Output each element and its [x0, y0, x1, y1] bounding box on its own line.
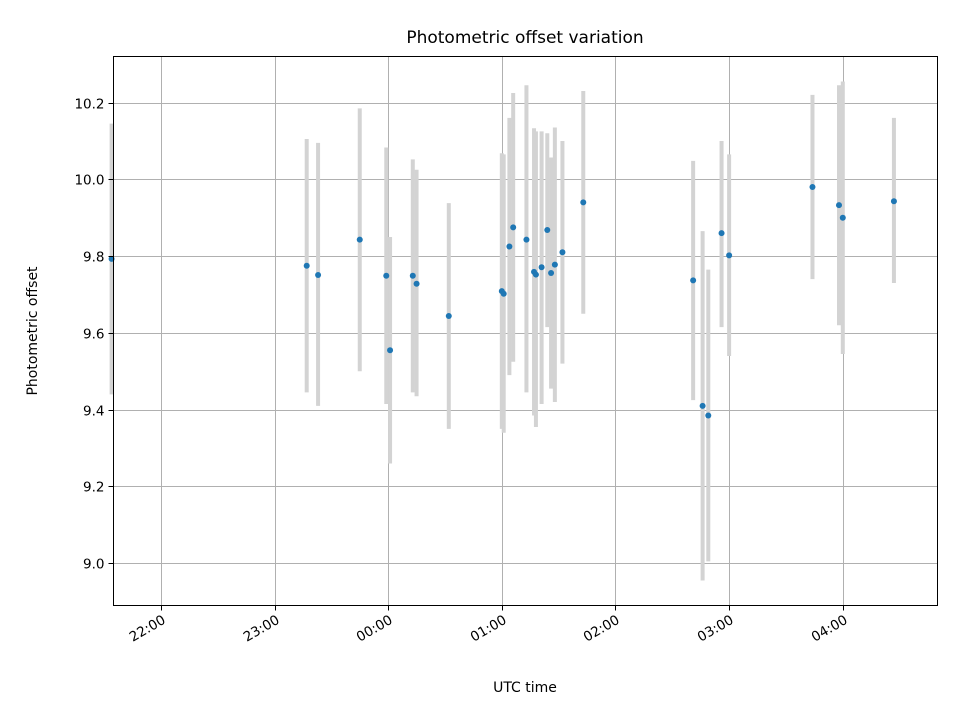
data-point [413, 280, 420, 287]
data-point [580, 199, 587, 206]
x-axis-label: UTC time [493, 680, 557, 696]
data-point [718, 230, 725, 237]
data-point [445, 313, 452, 320]
data-point [387, 347, 394, 354]
data-point [315, 271, 322, 278]
y-tick-label: 9.6 [83, 327, 104, 343]
data-point [839, 214, 846, 221]
y-axis-label: Photometric offset [25, 266, 41, 396]
x-tick-label: 03:00 [695, 612, 737, 645]
data-point [835, 202, 842, 209]
x-axis: 22:00 23:00 00:00 01:00 02:00 03:00 04:00 [127, 605, 851, 645]
x-tick-label: 02:00 [581, 612, 623, 645]
y-tick-label: 9.0 [83, 557, 104, 573]
data-point [809, 184, 816, 191]
data-point [699, 402, 706, 409]
x-tick-label: 22:00 [127, 612, 169, 645]
data-point [303, 262, 310, 269]
x-tick-label: 23:00 [241, 612, 283, 645]
y-axis: 9.0 9.2 9.4 9.6 9.8 10.0 10.2 [74, 97, 114, 573]
y-tick-label: 9.8 [83, 250, 104, 266]
y-tick-label: 9.4 [83, 404, 104, 420]
x-tick-label: 04:00 [809, 612, 851, 645]
y-tick-label: 10.2 [74, 97, 104, 113]
data-point [544, 227, 551, 234]
data-point [500, 290, 507, 297]
data-point [705, 412, 712, 419]
x-tick-label: 00:00 [354, 612, 396, 645]
data-point [559, 249, 566, 256]
data-point [532, 271, 539, 278]
data-point [538, 264, 545, 271]
data-point [548, 270, 555, 277]
data-point [890, 198, 897, 205]
chart-title: Photometric offset variation [406, 28, 643, 48]
data-point [726, 252, 733, 259]
y-tick-label: 9.2 [83, 480, 104, 496]
y-tick-label: 10.0 [74, 173, 104, 189]
data-point [551, 261, 558, 268]
data-point [383, 272, 390, 279]
data-point [510, 224, 517, 231]
data-point [690, 277, 697, 284]
x-tick-label: 01:00 [468, 612, 510, 645]
data-point [523, 236, 530, 243]
plot-frame [113, 56, 938, 606]
data-points [108, 184, 897, 419]
data-point [506, 243, 513, 250]
data-point [409, 272, 416, 279]
data-point [356, 236, 363, 243]
